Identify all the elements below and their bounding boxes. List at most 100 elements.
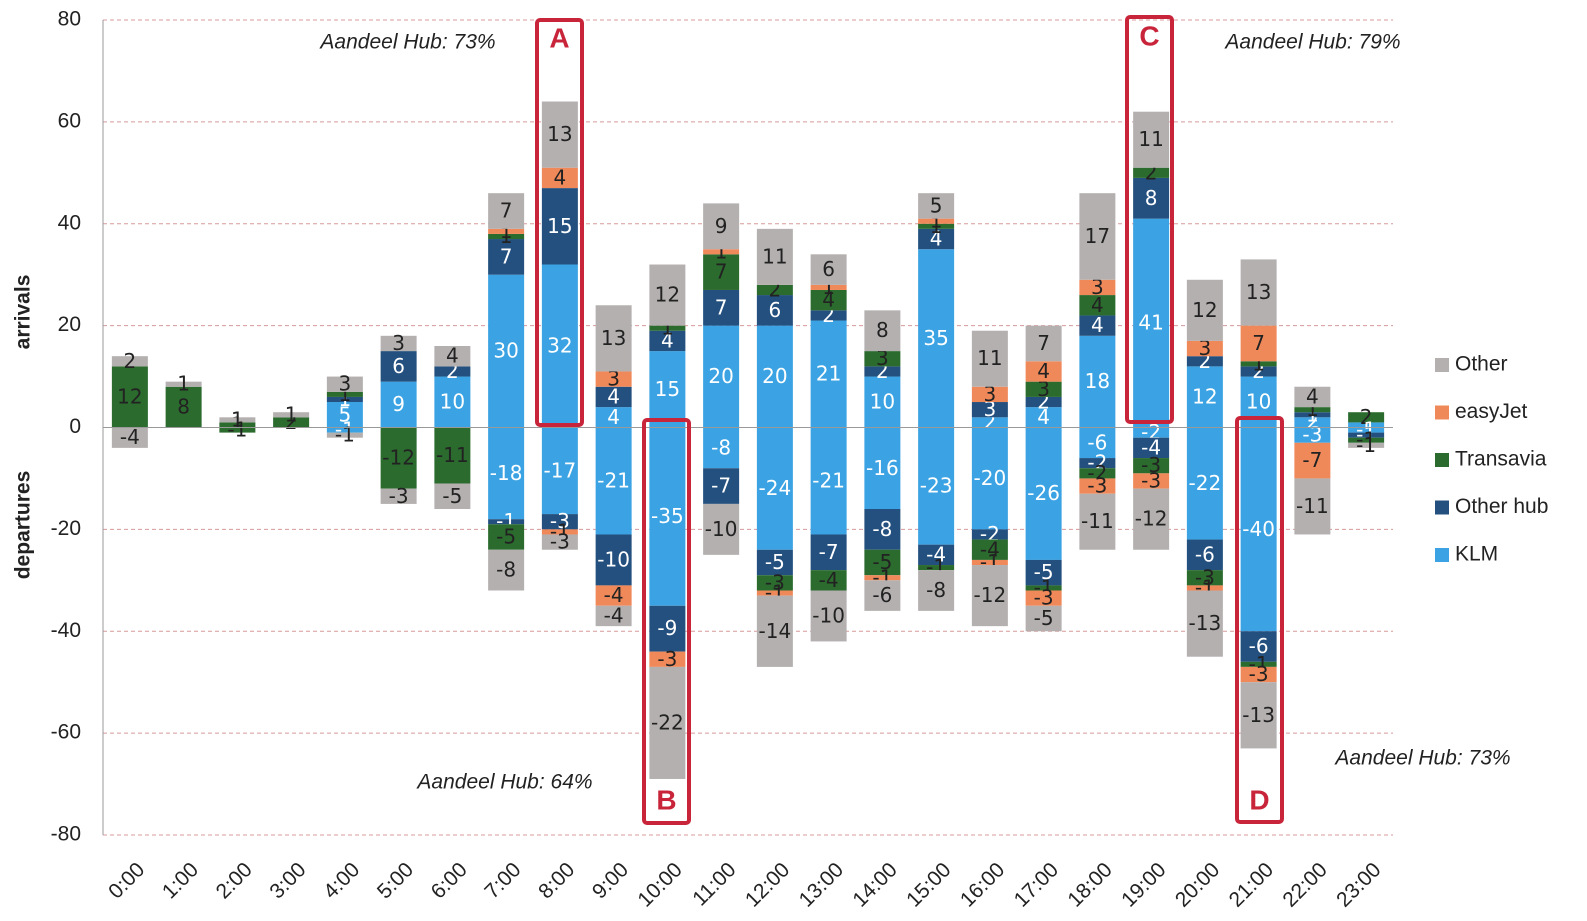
bar-segment	[1079, 468, 1116, 479]
bar-segment	[1025, 381, 1062, 397]
data-label: 12	[117, 384, 142, 408]
y-tick-label: 0	[69, 415, 81, 438]
bar-segment	[326, 402, 363, 428]
bar-segment	[971, 539, 1008, 560]
bar-segment	[1294, 407, 1331, 413]
bar-segment	[703, 249, 740, 255]
data-label: 1	[231, 407, 244, 431]
data-label: 21	[816, 362, 841, 386]
x-tick-label: 22:00	[1278, 858, 1331, 911]
bar-segment	[326, 432, 363, 438]
bar-segment	[595, 305, 632, 372]
bar-segment	[971, 402, 1008, 418]
data-label: -4	[819, 568, 839, 592]
bar-segment	[326, 427, 363, 433]
data-label: 7	[1252, 331, 1265, 355]
data-label: 11	[1138, 127, 1163, 151]
annotation: Aandeel Hub: 64%	[415, 771, 592, 794]
x-tick-label: 15:00	[902, 858, 955, 911]
bar-segment	[971, 559, 1008, 566]
bar-segment	[1240, 361, 1277, 367]
bar-segment	[273, 417, 310, 428]
data-label: 4	[446, 344, 459, 368]
box-label: B	[656, 784, 676, 815]
bar-segment	[434, 483, 471, 509]
bar-segment	[1133, 167, 1170, 178]
bar-segment	[595, 605, 632, 627]
data-label: 4	[607, 384, 620, 408]
bar-segment	[756, 595, 793, 667]
bar-segment	[1240, 682, 1277, 749]
data-label: 7	[715, 260, 728, 284]
bar-segment	[756, 295, 793, 326]
data-label: 10	[870, 390, 895, 414]
bar-segment	[488, 228, 525, 234]
bar-segment	[595, 427, 632, 535]
data-label: 4	[1306, 384, 1319, 408]
data-label: -26	[1027, 481, 1060, 505]
bar-segment	[541, 534, 578, 550]
data-label: -7	[1302, 448, 1322, 472]
bar-segment	[111, 366, 148, 428]
data-label: 10	[440, 390, 465, 414]
legend-swatch	[1435, 453, 1449, 467]
bar-segment	[165, 381, 202, 387]
bar-segment	[810, 254, 847, 285]
bar-segment	[703, 325, 740, 428]
data-label: -11	[436, 443, 469, 467]
data-label: -22	[651, 710, 684, 734]
x-tick-label: 19:00	[1117, 858, 1170, 911]
data-label: 20	[708, 364, 733, 388]
bar-segment	[488, 427, 525, 520]
bar-segment	[541, 264, 578, 428]
data-label: -21	[597, 468, 630, 492]
bar-segment	[1025, 361, 1062, 382]
data-label: 9	[715, 214, 728, 238]
bar-segment	[810, 534, 847, 571]
bar-segment	[541, 529, 578, 535]
data-label: -4	[980, 537, 1000, 561]
bar-segment	[810, 284, 847, 290]
x-tick-label: 20:00	[1171, 858, 1224, 911]
bar-segment	[380, 488, 417, 504]
data-label: -3	[765, 570, 785, 594]
y-tick-label: -80	[51, 823, 81, 846]
data-label: -4	[604, 603, 624, 627]
bar-segment	[1133, 458, 1170, 474]
y-label-top: arrivals	[12, 275, 35, 350]
y-tick-label: 20	[58, 313, 81, 336]
data-label: 12	[655, 283, 680, 307]
bar-segment	[1133, 177, 1170, 219]
x-tick-label: 14:00	[848, 858, 901, 911]
bar-segment	[1348, 432, 1385, 438]
bar-segment	[1294, 412, 1331, 418]
data-label: -7	[819, 540, 839, 564]
data-label: -35	[651, 504, 684, 528]
data-label: -3	[1034, 586, 1054, 610]
data-label: -8	[926, 578, 946, 602]
bar-segment	[918, 427, 955, 545]
data-label: 6	[769, 298, 782, 322]
bar-segment	[918, 544, 955, 566]
bar-segment	[918, 193, 955, 219]
bar-segment	[1025, 396, 1062, 408]
data-label: -4	[926, 542, 946, 566]
data-label: -12	[974, 583, 1007, 607]
data-label: -12	[1135, 507, 1168, 531]
bar-segment	[1240, 661, 1277, 667]
bar-segment	[434, 366, 471, 377]
x-tick-label: 18:00	[1063, 858, 1116, 911]
x-tick-label: 11:00	[688, 858, 740, 910]
bar-segment	[541, 427, 578, 515]
legend-swatch	[1435, 548, 1449, 562]
bar-segment	[1025, 585, 1062, 591]
data-label: -5	[872, 550, 892, 574]
data-label: -6	[1087, 430, 1107, 454]
bar-segment	[1133, 437, 1170, 459]
data-label: 4	[822, 288, 835, 312]
bar-segment	[756, 284, 793, 296]
legend-swatch	[1435, 500, 1449, 515]
data-label: 6	[822, 257, 835, 281]
bar-segment	[434, 427, 471, 484]
